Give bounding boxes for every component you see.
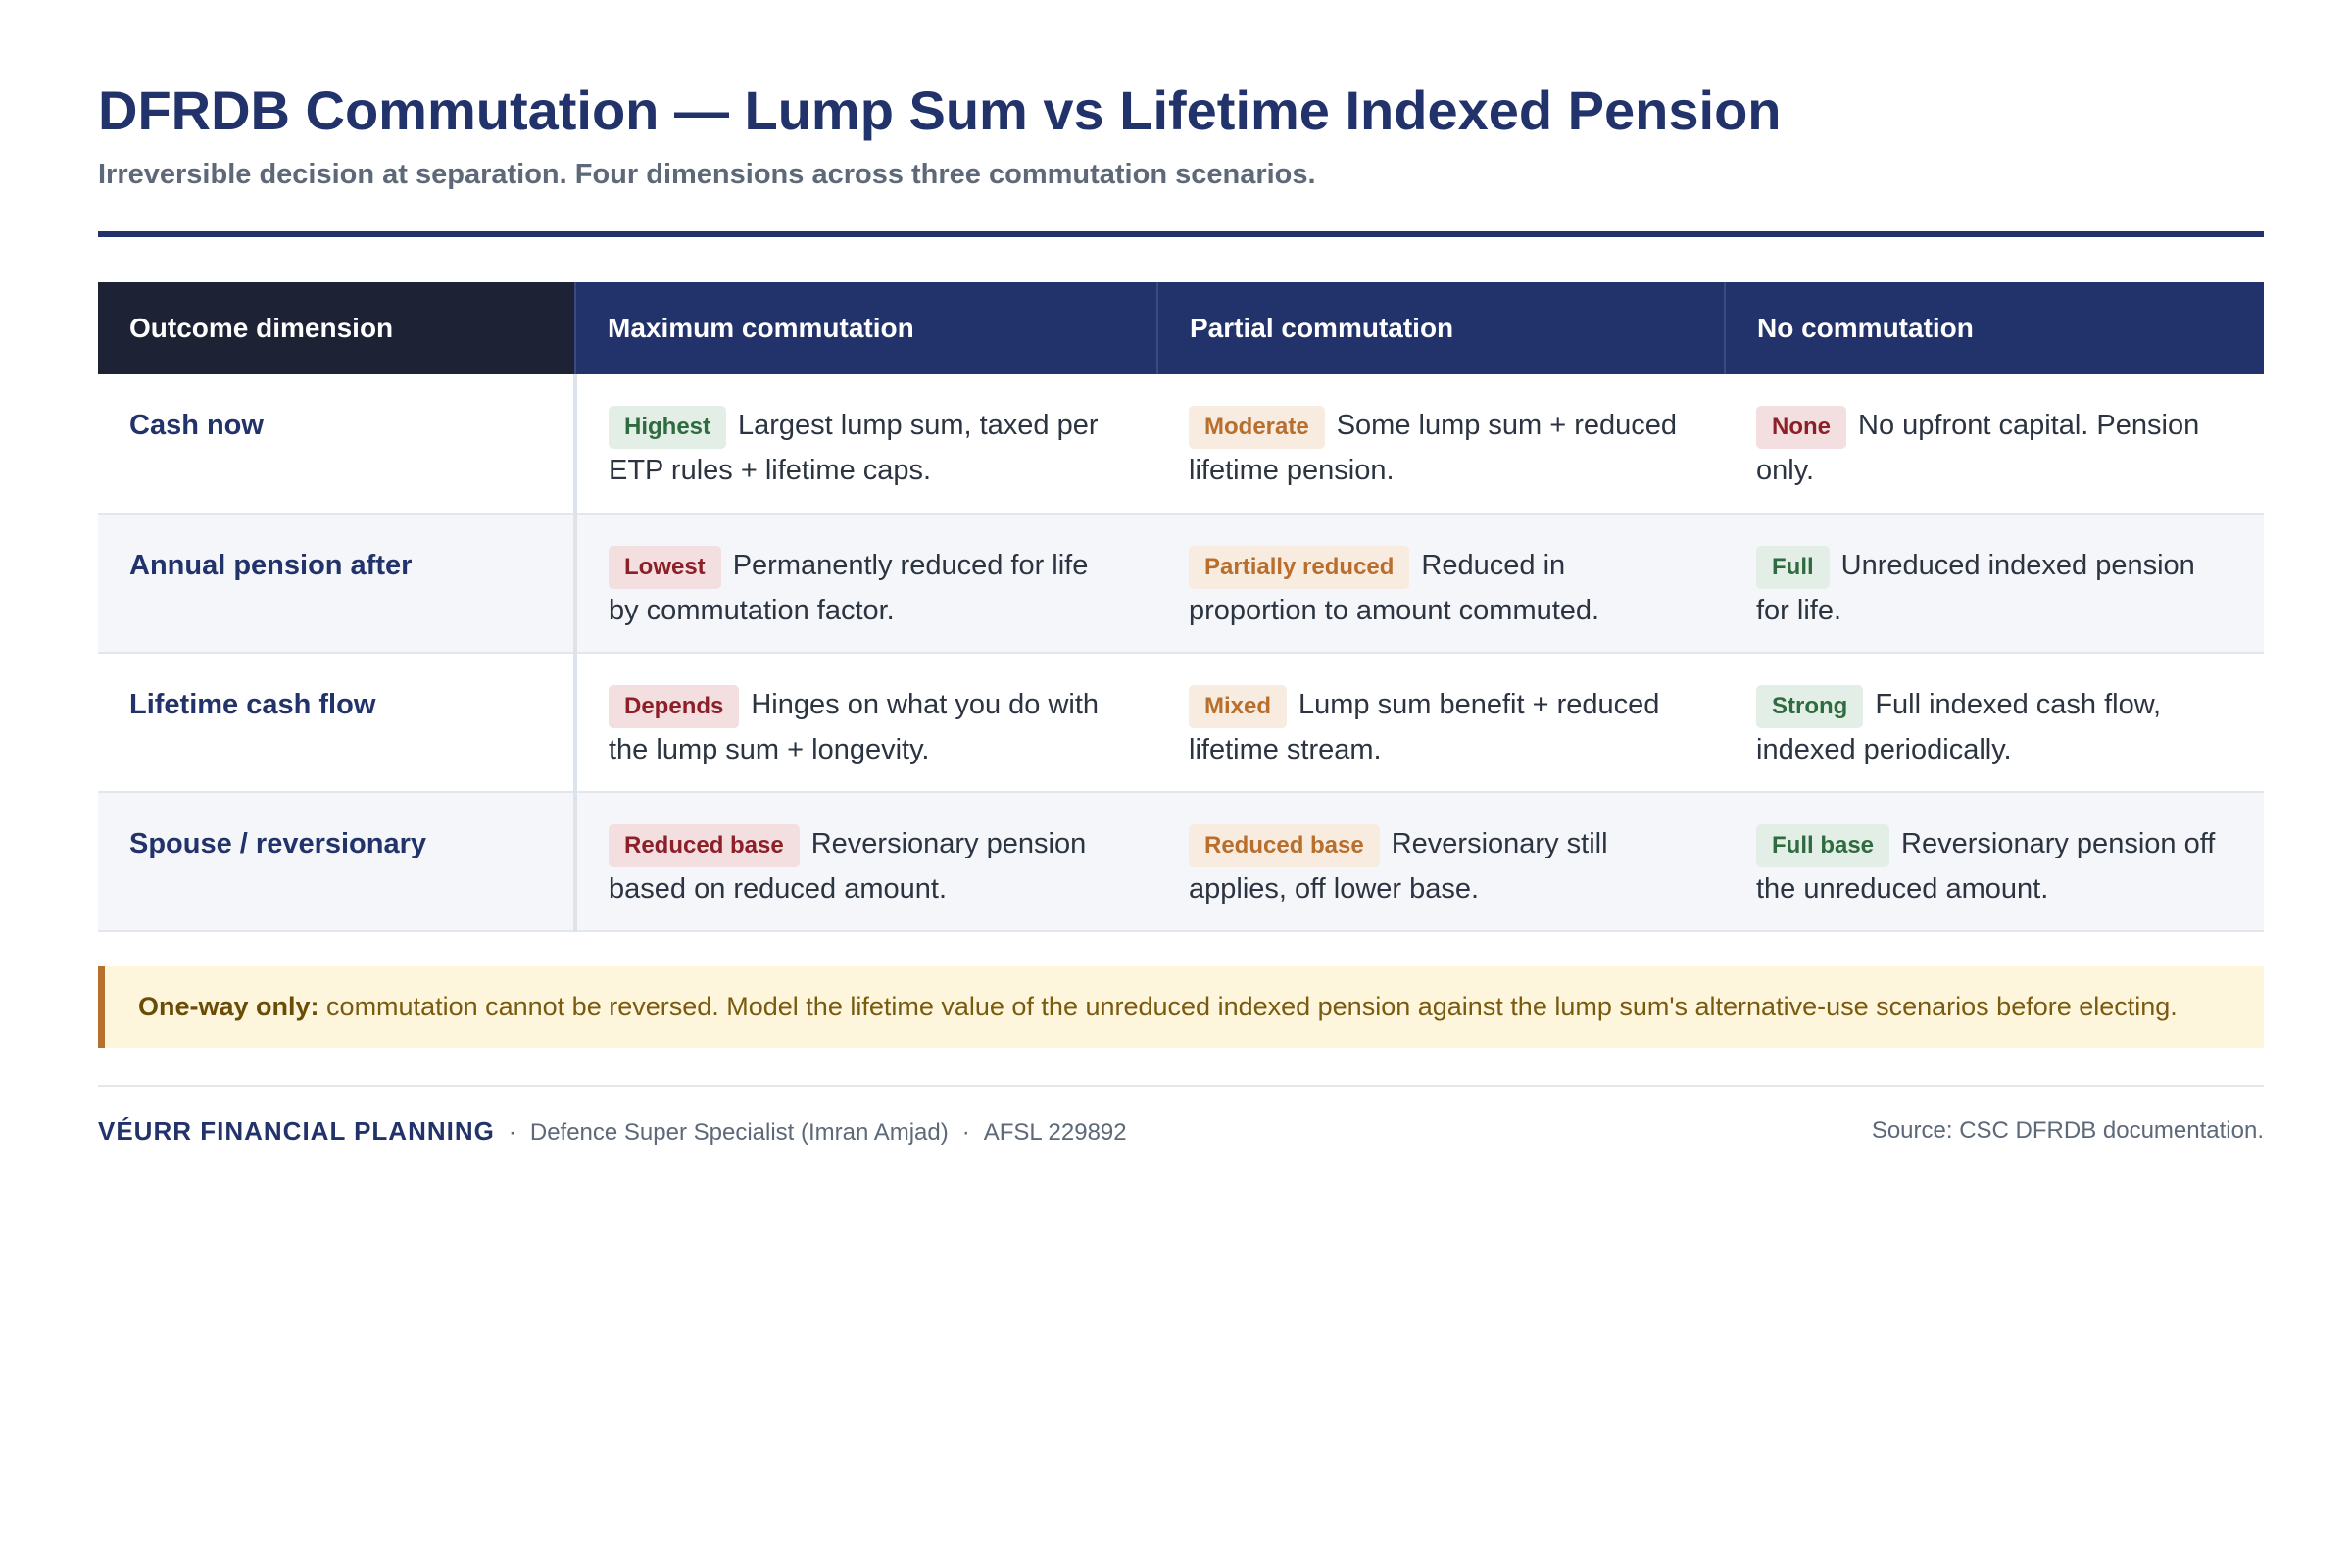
badge: Full — [1756, 546, 1830, 589]
table-cell: None No upfront capital. Pension only. — [1725, 374, 2264, 514]
table-cell: Highest Largest lump sum, taxed per ETP r… — [575, 374, 1157, 514]
callout-label: One-way only: — [138, 992, 319, 1021]
table-cell: Partially reduced Reduced in proportion t… — [1157, 514, 1725, 654]
footer-detail: AFSL 229892 — [983, 1119, 1127, 1146]
badge: Partially reduced — [1189, 546, 1410, 589]
table-cell: Reduced base Reversionary still applies, … — [1157, 792, 1725, 932]
divider — [98, 231, 2264, 237]
cell-text: Reversionary pension off the unreduced a… — [1756, 828, 2216, 905]
badge: Lowest — [609, 546, 721, 589]
column-header: Partial commutation — [1156, 282, 1725, 374]
badge: Mixed — [1189, 685, 1288, 728]
subtitle: Irreversible decision at separation. Fou… — [98, 159, 1316, 190]
column-header: Maximum commutation — [574, 282, 1157, 374]
table-body: Cash now Highest Largest lump sum, taxed p… — [98, 374, 2264, 932]
cell-text: Reversionary still applies, off lower ba… — [1189, 828, 1608, 905]
cell-text: Full indexed cash flow, indexed periodic… — [1756, 689, 2162, 765]
callout: One-way only: commutation cannot be reve… — [98, 966, 2264, 1048]
cell-text: No upfront capital. Pension only. — [1756, 410, 2200, 486]
table-cell: Reduced base Reversionary pension based o… — [575, 792, 1157, 932]
table-cell: Full Unreduced indexed pension for life. — [1725, 514, 2264, 654]
badge: Reduced base — [1189, 824, 1380, 867]
table-cell: Mixed Lump sum benefit + reduced lifetime… — [1157, 653, 1725, 793]
cell-text: Unreduced indexed pension for life. — [1756, 550, 2195, 626]
dimension-cell: Cash now — [98, 374, 577, 514]
cell-text: Reversionary pension based on reduced am… — [609, 828, 1087, 905]
cell-text: Largest lump sum, taxed per ETP rules + … — [609, 410, 1099, 486]
cell-text: Reduced in proportion to amount commuted… — [1189, 550, 1600, 626]
footer: VÉURR FINANCIAL PLANNING · Defence Super S… — [98, 1116, 2264, 1146]
badge: None — [1756, 406, 1846, 449]
column-header: No commutation — [1724, 282, 2264, 374]
source: Source: CSC DFRDB documentation. — [1871, 1117, 2264, 1144]
table-row: Spouse / reversionary Reduced base Reversi… — [98, 792, 2264, 932]
comparison-table: Outcome dimension Maximum commutation Part… — [98, 282, 2264, 932]
table-cell: Full base Reversionary pension off the un… — [1725, 792, 2264, 932]
badge: Reduced base — [609, 824, 800, 867]
column-header: Outcome dimension — [98, 282, 575, 374]
footer-divider — [98, 1085, 2264, 1087]
table-cell: Lowest Permanently reduced for life by co… — [575, 514, 1157, 654]
table-row: Cash now Highest Largest lump sum, taxed p… — [98, 374, 2264, 514]
cell-text: Hinges on what you do with the lump sum … — [609, 689, 1100, 765]
badge: Full base — [1756, 824, 1890, 867]
callout-text: commutation cannot be reversed. Model th… — [326, 992, 2178, 1021]
table-row: Lifetime cash flow Depends Hinges on what … — [98, 653, 2264, 793]
badge: Highest — [609, 406, 727, 449]
badge: Depends — [609, 685, 740, 728]
table-cell: Depends Hinges on what you do with the lu… — [575, 653, 1157, 793]
dimension-cell: Annual pension after — [98, 514, 577, 654]
title: DFRDB Commutation — Lump Sum vs Lifetime… — [98, 79, 1782, 141]
badge: Moderate — [1189, 406, 1325, 449]
dimension-cell: Lifetime cash flow — [98, 653, 577, 793]
footer-detail: Defence Super Specialist (Imran Amjad) — [529, 1119, 949, 1146]
table-cell: Moderate Some lump sum + reduced lifetime… — [1157, 374, 1725, 514]
dimension-cell: Spouse / reversionary — [98, 792, 577, 932]
cell-text: Permanently reduced for life by commutat… — [609, 550, 1089, 626]
table-cell: Strong Full indexed cash flow, indexed pe… — [1725, 653, 2264, 793]
brand: VÉURR FINANCIAL PLANNING — [98, 1116, 495, 1146]
table-row: Annual pension after Lowest Permanently re… — [98, 514, 2264, 654]
header-row: Outcome dimension Maximum commutation Part… — [98, 282, 2264, 374]
cell-text: Some lump sum + reduced lifetime pension… — [1189, 410, 1678, 486]
cell-text: Lump sum benefit + reduced lifetime stre… — [1189, 689, 1660, 765]
badge: Strong — [1756, 685, 1864, 728]
